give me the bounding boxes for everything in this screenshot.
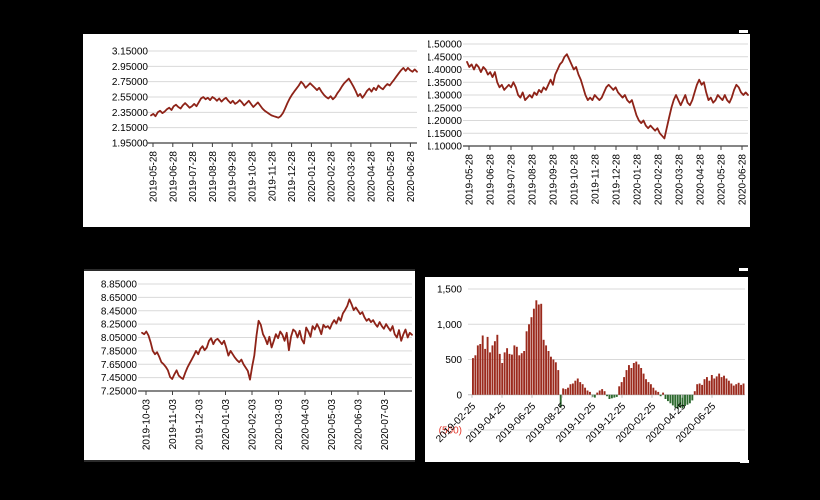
svg-text:8.65000: 8.65000	[101, 293, 138, 304]
svg-text:2020-03-03: 2020-03-03	[274, 399, 285, 451]
svg-text:2020-01-03: 2020-01-03	[221, 399, 232, 451]
selection-handle-mark	[739, 30, 748, 33]
svg-text:7.85000: 7.85000	[101, 346, 138, 357]
svg-text:500: 500	[445, 355, 462, 366]
svg-text:1.95000: 1.95000	[112, 139, 149, 150]
bottom-right-chart-panel: 1,500 1,000 500 0 (500) 2019-02-25 2019-04-25 2…	[425, 277, 748, 462]
svg-text:2020-05-03: 2020-05-03	[327, 399, 338, 451]
svg-text:1,500: 1,500	[437, 285, 462, 296]
svg-text:7.45000: 7.45000	[101, 373, 138, 384]
svg-text:2020-03-28: 2020-03-28	[347, 151, 358, 203]
svg-text:1.15000: 1.15000	[428, 129, 462, 140]
svg-text:2.15000: 2.15000	[112, 123, 149, 134]
svg-text:8.25000: 8.25000	[101, 320, 138, 331]
svg-text:2019-11-28: 2019-11-28	[267, 151, 278, 202]
svg-text:2019-10-03: 2019-10-03	[142, 399, 153, 451]
svg-text:2019-10-28: 2019-10-28	[570, 154, 581, 206]
svg-text:2020-05-28: 2020-05-28	[386, 151, 397, 203]
svg-text:2019-12-03: 2019-12-03	[195, 399, 206, 451]
svg-text:2019-12-28: 2019-12-28	[612, 154, 623, 206]
svg-text:8.05000: 8.05000	[101, 333, 138, 344]
svg-text:8.45000: 8.45000	[101, 306, 138, 317]
line-chart-top-left[interactable]: 3.15000 2.95000 2.75000 2.55000 2.35000 2.150…	[83, 34, 428, 227]
svg-text:2019-06-28: 2019-06-28	[486, 154, 497, 206]
svg-text:2.35000: 2.35000	[112, 108, 149, 119]
svg-text:0: 0	[456, 390, 462, 401]
bottom-left-chart-panel: 8.85000 8.65000 8.45000 8.25000 8.05000 7.850…	[84, 269, 415, 462]
svg-text:2020-06-28: 2020-06-28	[406, 151, 417, 203]
svg-text:2019-05-28: 2019-05-28	[149, 151, 160, 203]
svg-text:2020-02-28: 2020-02-28	[654, 154, 665, 206]
svg-text:2019-12-28: 2019-12-28	[287, 151, 298, 203]
svg-text:2020-01-28: 2020-01-28	[307, 151, 318, 203]
svg-text:2019-10-28: 2019-10-28	[248, 151, 259, 203]
svg-text:2019-07-28: 2019-07-28	[188, 151, 199, 203]
svg-text:2019-06-28: 2019-06-28	[168, 151, 179, 203]
svg-text:2.55000: 2.55000	[112, 93, 149, 104]
svg-text:2020-06-03: 2020-06-03	[354, 399, 365, 451]
svg-text:2020-04-28: 2020-04-28	[366, 151, 377, 203]
line-chart-bottom-left[interactable]: 8.85000 8.65000 8.45000 8.25000 8.05000 7.850…	[84, 271, 415, 460]
svg-text:1.20000: 1.20000	[428, 116, 462, 127]
svg-text:2019-08-28: 2019-08-28	[208, 151, 219, 203]
top-charts-panel: 3.15000 2.95000 2.75000 2.55000 2.35000 2.150…	[83, 34, 750, 227]
svg-text:1.35000: 1.35000	[428, 78, 462, 89]
svg-text:(500): (500)	[439, 426, 462, 437]
svg-text:2020-06-28: 2020-06-28	[738, 154, 749, 206]
svg-text:2020-01-28: 2020-01-28	[633, 154, 644, 206]
svg-text:2020-02-03: 2020-02-03	[248, 399, 259, 451]
svg-text:7.25000: 7.25000	[101, 387, 138, 398]
selection-handle-mark	[739, 268, 748, 271]
svg-text:2020-02-28: 2020-02-28	[327, 151, 338, 203]
svg-text:2019-08-28: 2019-08-28	[528, 154, 539, 206]
svg-text:1.45000: 1.45000	[428, 52, 462, 63]
svg-text:2019-09-28: 2019-09-28	[549, 154, 560, 206]
svg-text:2020-04-28: 2020-04-28	[696, 154, 707, 206]
svg-text:2019-11-28: 2019-11-28	[591, 154, 602, 205]
svg-text:2019-05-28: 2019-05-28	[465, 154, 476, 206]
svg-text:2019-11-03: 2019-11-03	[168, 399, 179, 450]
svg-text:8.85000: 8.85000	[101, 280, 138, 291]
svg-text:1.10000: 1.10000	[428, 142, 462, 153]
bar-chart-bottom-right[interactable]: 1,5001,0005000(500)2019-02-252019-04-252…	[425, 277, 748, 462]
svg-text:1.40000: 1.40000	[428, 65, 462, 76]
svg-text:1.25000: 1.25000	[428, 103, 462, 114]
svg-text:7.65000: 7.65000	[101, 360, 138, 371]
svg-text:2020-07-03: 2020-07-03	[380, 399, 391, 451]
svg-text:3.15000: 3.15000	[112, 47, 149, 58]
svg-text:2019-09-28: 2019-09-28	[228, 151, 239, 203]
svg-text:1,000: 1,000	[437, 320, 462, 331]
svg-text:2019-07-28: 2019-07-28	[507, 154, 518, 206]
selection-handle-mark	[740, 460, 749, 463]
svg-text:2.95000: 2.95000	[112, 62, 149, 73]
svg-text:1.30000: 1.30000	[428, 91, 462, 102]
svg-text:2.75000: 2.75000	[112, 77, 149, 88]
svg-text:2020-04-03: 2020-04-03	[301, 399, 312, 451]
svg-text:2020-05-28: 2020-05-28	[717, 154, 728, 206]
svg-text:2020-03-28: 2020-03-28	[675, 154, 686, 206]
svg-text:1.50000: 1.50000	[428, 40, 462, 51]
